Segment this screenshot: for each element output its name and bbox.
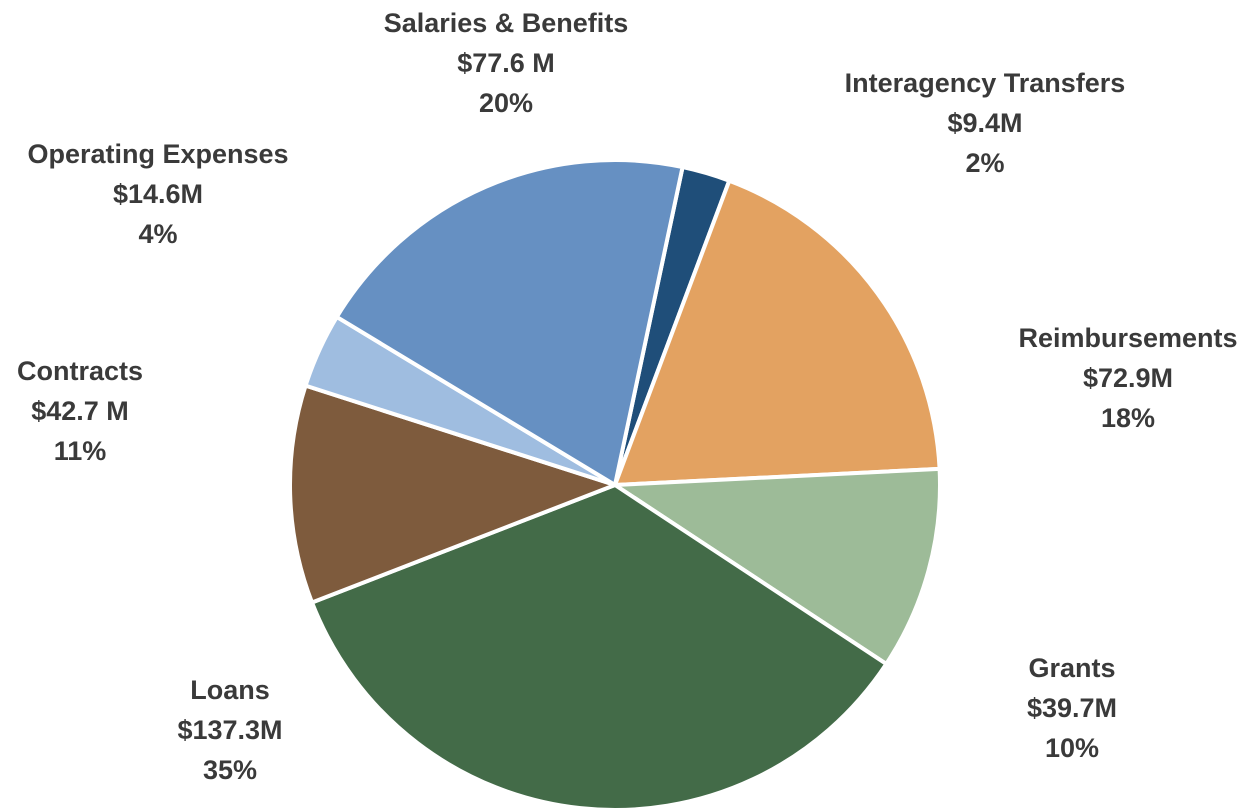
pie-slice-contracts	[288, 383, 617, 605]
slice-label-amount: $77.6 M	[457, 48, 555, 78]
slice-label-name: Reimbursements	[1018, 323, 1237, 353]
pie-slice-salaries-and-benefits	[334, 158, 685, 487]
slice-label-name: Grants	[1028, 653, 1115, 683]
slice-label-name: Loans	[190, 675, 270, 705]
slice-label-percent: 11%	[54, 436, 107, 466]
pie-labels: Interagency Transfers $9.4M 2% Reimbursemen…	[17, 8, 1238, 785]
slice-label-name: Salaries & Benefits	[384, 8, 629, 38]
slice-label-percent: 10%	[1045, 733, 1099, 763]
slice-label-amount: $9.4M	[947, 108, 1022, 138]
slice-label-percent: 18%	[1101, 403, 1155, 433]
pie-slices	[288, 158, 942, 812]
slice-label-amount: $39.7M	[1027, 693, 1117, 723]
slice-label-amount: $42.7 M	[31, 396, 129, 426]
slice-label-name: Operating Expenses	[27, 139, 288, 169]
slice-label-interagency-transfers: Interagency Transfers $9.4M 2%	[845, 68, 1126, 178]
slice-label-grants: Grants $39.7M 10%	[1027, 653, 1117, 763]
slice-label-percent: 2%	[965, 148, 1004, 178]
slice-label-reimbursements: Reimbursements $72.9M 18%	[1018, 323, 1237, 433]
slice-label-amount: $14.6M	[113, 179, 203, 209]
slice-label-name: Interagency Transfers	[845, 68, 1126, 98]
slice-label-amount: $137.3M	[177, 715, 282, 745]
slice-label-operating-expenses: Operating Expenses $14.6M 4%	[27, 139, 288, 249]
pie-slice-grants	[613, 466, 942, 666]
slice-label-salaries-and-benefits: Salaries & Benefits $77.6 M 20%	[384, 8, 629, 118]
slice-label-contracts: Contracts $42.7 M 11%	[17, 356, 143, 466]
slice-label-percent: 4%	[138, 219, 177, 249]
pie-slice-reimbursements	[613, 178, 942, 487]
pie-slice-loans	[309, 483, 889, 812]
slice-label-name: Contracts	[17, 356, 143, 386]
slice-label-loans: Loans $137.3M 35%	[177, 675, 282, 785]
slice-label-percent: 35%	[203, 755, 257, 785]
slice-label-amount: $72.9M	[1083, 363, 1173, 393]
slice-label-percent: 20%	[479, 88, 533, 118]
